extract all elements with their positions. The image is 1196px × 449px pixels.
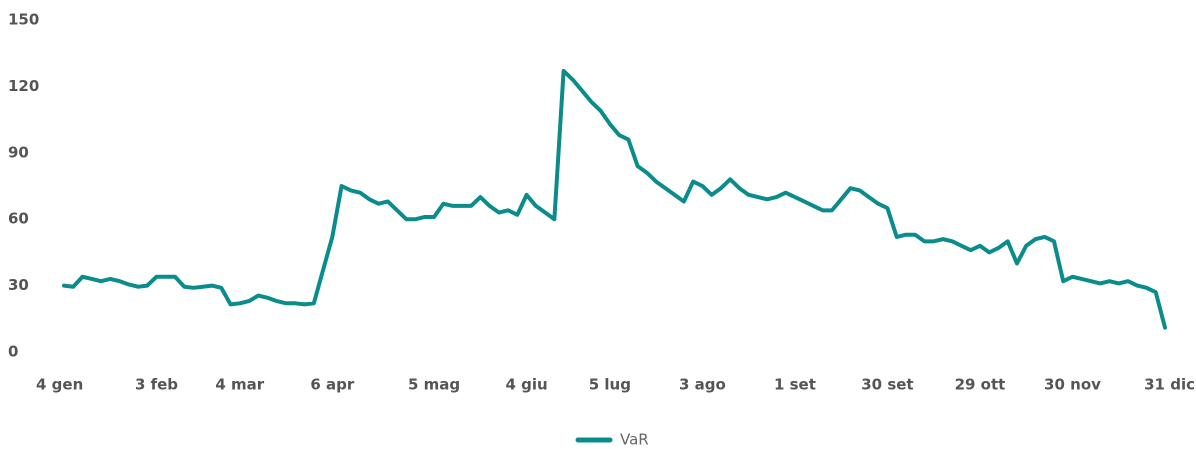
x-tick-label: 3 ago [679, 376, 726, 394]
x-tick-label: 4 giu [505, 376, 547, 394]
legend-label: VaR [620, 431, 649, 449]
line [62, 68, 1167, 330]
x-tick-label: 1 set [774, 376, 816, 394]
x-tick-label: 4 mar [215, 376, 264, 394]
y-tick-label: 90 [8, 143, 29, 161]
y-tick-label: 60 [8, 210, 29, 228]
x-tick-label: 30 set [861, 376, 913, 394]
y-tick-label: 30 [8, 276, 29, 294]
x-tick-label: 31 dic [1144, 376, 1195, 394]
x-tick-label: 30 nov [1044, 376, 1101, 394]
x-tick-label: 4 gen [36, 376, 83, 394]
x-tick-label: 29 ott [955, 376, 1006, 394]
x-tick-label: 3 feb [135, 376, 178, 394]
y-tick-label: 150 [8, 11, 39, 29]
y-tick-label: 0 [8, 343, 18, 361]
x-tick-label: 5 lug [589, 376, 631, 394]
y-tick-label: 120 [8, 77, 39, 95]
x-tick-label: 6 apr [310, 376, 355, 394]
x-tick-label: 5 mag [408, 376, 460, 394]
